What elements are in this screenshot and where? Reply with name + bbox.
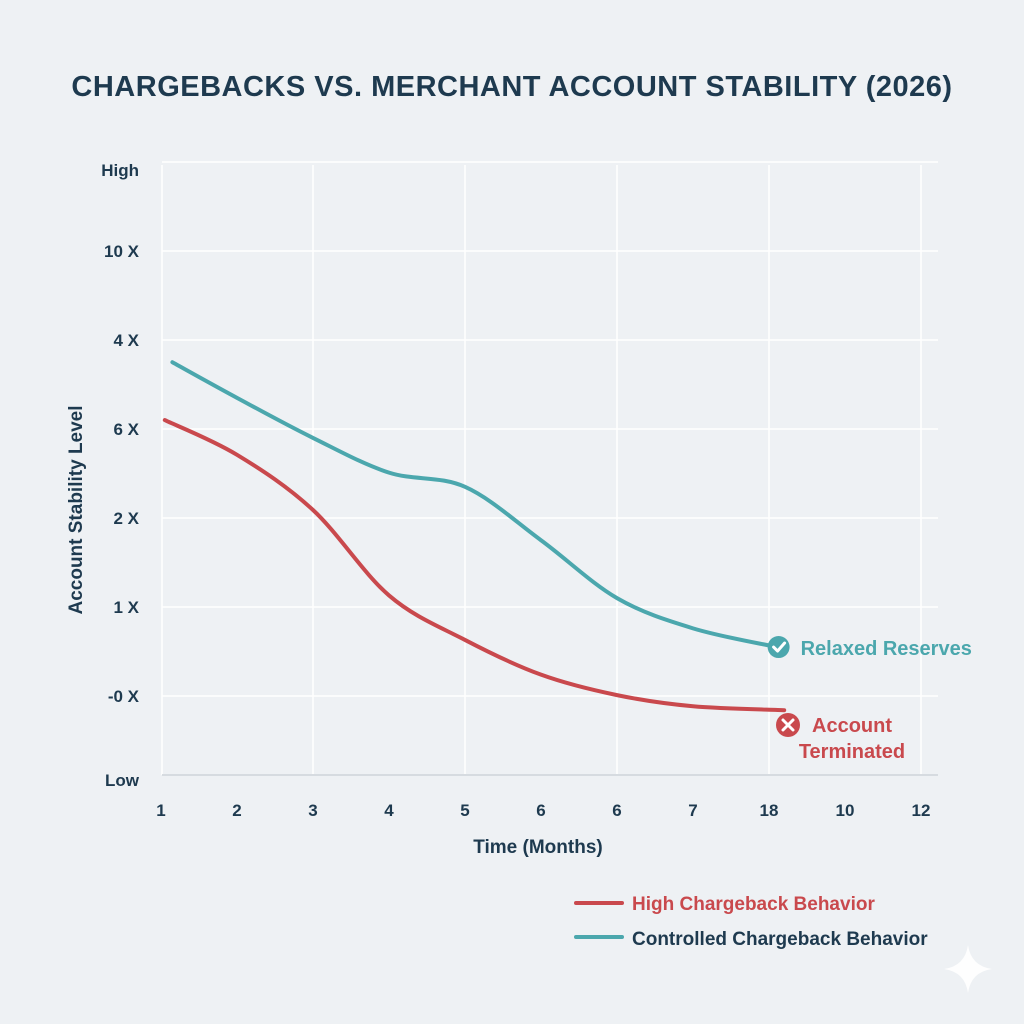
annotation-account-terminated-line2: Terminated — [799, 741, 905, 763]
x-tick-label: 5 — [460, 801, 469, 820]
x-tick-label: 3 — [308, 801, 317, 820]
x-tick-label: 12 — [912, 801, 931, 820]
check-circle — [767, 636, 790, 659]
y-tick-label: 4 X — [113, 331, 139, 350]
series-line-controlled — [170, 360, 779, 650]
annotation-relaxed-reserves: Relaxed Reserves — [801, 638, 972, 660]
x-tick-label: 18 — [760, 801, 779, 820]
x-tick-label: 10 — [836, 801, 855, 820]
x-mark — [781, 718, 795, 732]
x-tick-label: 1 — [156, 801, 165, 820]
x-axis-label: Time (Months) — [473, 837, 602, 858]
legend-label-controlled: Controlled Chargeback Behavior — [632, 929, 928, 950]
x-tick-labels: 1 2 3 4 5 6 6 7 18 10 12 — [156, 801, 930, 820]
series-lines: Account Terminated Relaxed Reserves — [162, 360, 972, 763]
check-circle-icon — [767, 636, 790, 659]
y-tick-label: -0 X — [108, 687, 140, 706]
x-tick-label: 7 — [688, 801, 697, 820]
x-tick-label: 2 — [232, 801, 241, 820]
x-tick-label: 6 — [536, 801, 545, 820]
series-line-high — [162, 418, 787, 713]
grid — [161, 161, 938, 776]
y-tick-label: 10 X — [104, 242, 140, 261]
y-axis-label: Account Stability Level — [66, 405, 87, 614]
sparkle-icon — [944, 945, 992, 993]
y-tick-label: 2 X — [113, 509, 139, 528]
annotation-account-terminated-line1: Account — [812, 715, 892, 737]
legend-label-high: High Chargeback Behavior — [632, 894, 875, 915]
y-tick-labels: Low -0 X 1 X 2 X 6 X 4 X 10 X High — [101, 161, 140, 790]
x-circle-icon — [776, 713, 800, 737]
chart-title: CHARGEBACKS VS. MERCHANT ACCOUNT STABILI… — [71, 71, 952, 103]
check-mark — [772, 641, 787, 653]
y-tick-label: 1 X — [113, 598, 139, 617]
y-tick-label: High — [101, 161, 139, 180]
x-tick-label: 4 — [384, 801, 394, 820]
x-tick-label: 6 — [612, 801, 621, 820]
legend: High Chargeback Behavior Controlled Char… — [574, 894, 928, 950]
y-tick-label: Low — [105, 771, 140, 790]
y-tick-label: 6 X — [113, 420, 139, 439]
